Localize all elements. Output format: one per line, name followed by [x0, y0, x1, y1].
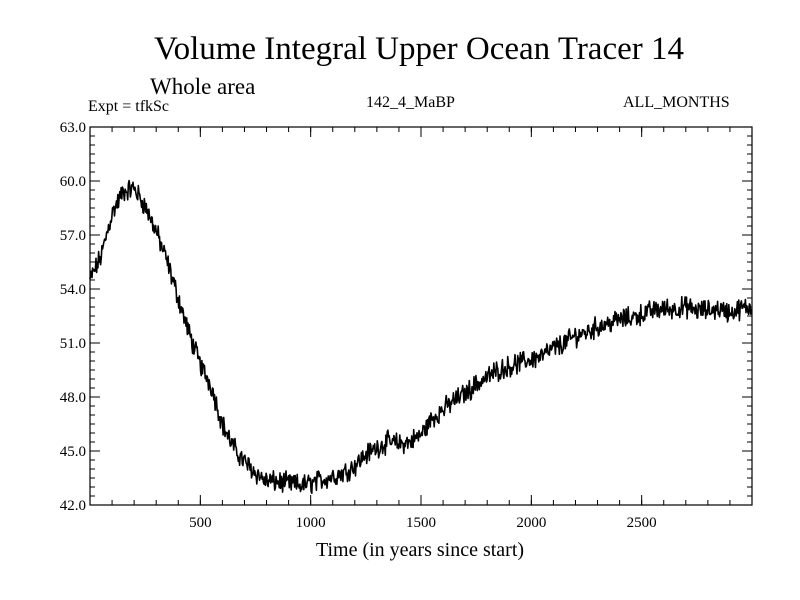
y-tick-label: 42.0: [60, 498, 86, 514]
x-tick-label: 500: [189, 515, 212, 531]
experiment-label: Expt = tfkSc: [88, 98, 170, 115]
axis-tick-labels: 500 1000 1500 2000 2500 42.0 45.0 48.0 51.0 54.0 5…: [60, 120, 657, 531]
series-line: [89, 179, 753, 495]
axis-ticks: [90, 126, 752, 506]
series-layer: [89, 179, 753, 495]
y-tick-label: 60.0: [60, 174, 86, 190]
x-axis-label: Time (in years since start): [315, 539, 525, 561]
y-tick-label: 51.0: [60, 336, 86, 352]
x-tick-label: 1000: [296, 515, 326, 531]
y-tick-label: 57.0: [60, 228, 86, 244]
y-tick-label: 63.0: [60, 120, 86, 136]
x-tick-label: 2000: [516, 515, 546, 531]
y-tick-label: 54.0: [60, 282, 86, 298]
x-tick-label: 1500: [406, 515, 436, 531]
plot-frame: [89, 126, 753, 506]
y-tick-label: 45.0: [60, 444, 86, 460]
y-tick-label: 48.0: [60, 390, 86, 406]
chart-title: Volume Integral Upper Ocean Tracer 14: [154, 31, 684, 67]
x-tick-label: 2500: [627, 515, 657, 531]
run-label: 142_4_MaBP: [366, 94, 455, 111]
chart-subtitle: Whole area: [150, 74, 256, 99]
months-label: ALL_MONTHS: [623, 94, 730, 111]
